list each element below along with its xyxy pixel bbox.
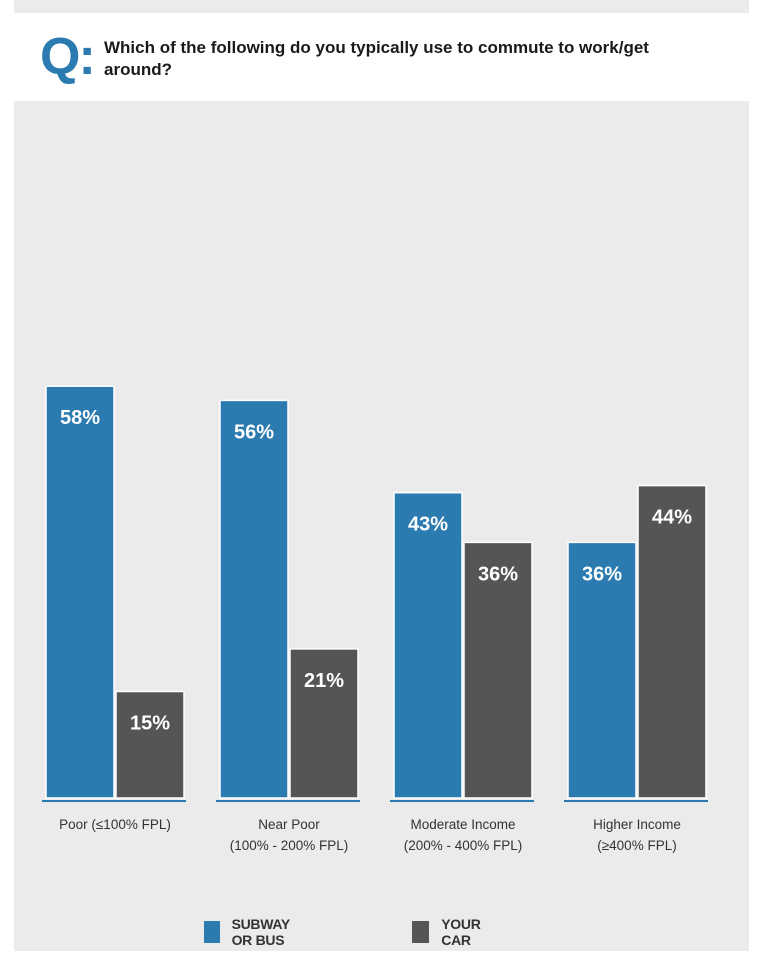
legend-swatch-subway-or-bus (204, 921, 220, 943)
bar-chart: 58% 15% Poor (≤100% FPL) 56% 21% Near Poor (10… (42, 385, 708, 853)
bar-value-label-your-car-1: 21% (304, 670, 344, 692)
bar-subway-or-bus-2 (393, 491, 463, 799)
top-strip (14, 0, 749, 13)
bar-subway-or-bus-1 (219, 399, 289, 799)
bar-value-label-your-car-0: 15% (130, 713, 170, 735)
bar-value-label-subway-or-bus-0: 58% (60, 407, 100, 429)
bar-subway-or-bus-3 (567, 541, 637, 799)
bar-your-car-3 (637, 484, 707, 799)
bar-your-car-1 (289, 648, 359, 799)
legend-label-your-car: YOUR CAR (441, 916, 481, 948)
category-label-2-line-0: Moderate Income (410, 817, 515, 832)
category-label-1-line-0: Near Poor (258, 817, 320, 832)
category-label-3-line-0: Higher Income (593, 817, 681, 832)
bar-value-label-subway-or-bus-3: 36% (582, 563, 622, 585)
bar-your-car-2 (463, 541, 533, 799)
bar-value-label-your-car-3: 44% (652, 507, 692, 529)
bar-value-label-subway-or-bus-2: 43% (408, 514, 448, 536)
question-mark-label: Q: (40, 28, 96, 86)
legend-swatch-your-car (412, 921, 430, 943)
bar-your-car-0 (115, 690, 185, 799)
category-label-0-line-0: Poor (≤100% FPL) (59, 817, 171, 832)
category-label-1-line-1: (100% - 200% FPL) (230, 838, 349, 853)
bar-value-label-your-car-2: 36% (478, 563, 518, 585)
legend-label-subway-or-bus: SUBWAY OR BUS (231, 916, 290, 948)
chart-panel: 58% 15% Poor (≤100% FPL) 56% 21% Near Poor (10… (14, 101, 749, 951)
category-label-2-line-1: (200% - 400% FPL) (404, 838, 523, 853)
legend-item-your-car: YOUR CAR (412, 916, 489, 948)
bar-subway-or-bus-0 (45, 385, 115, 799)
question-text: Which of the following do you typically … (104, 38, 649, 79)
bar-value-label-subway-or-bus-1: 56% (234, 421, 274, 443)
category-label-3-line-1: (≥400% FPL) (597, 838, 676, 853)
legend-item-subway-or-bus: SUBWAY OR BUS (204, 916, 300, 948)
question-header: Q: Which of the following do you typical… (0, 13, 763, 101)
